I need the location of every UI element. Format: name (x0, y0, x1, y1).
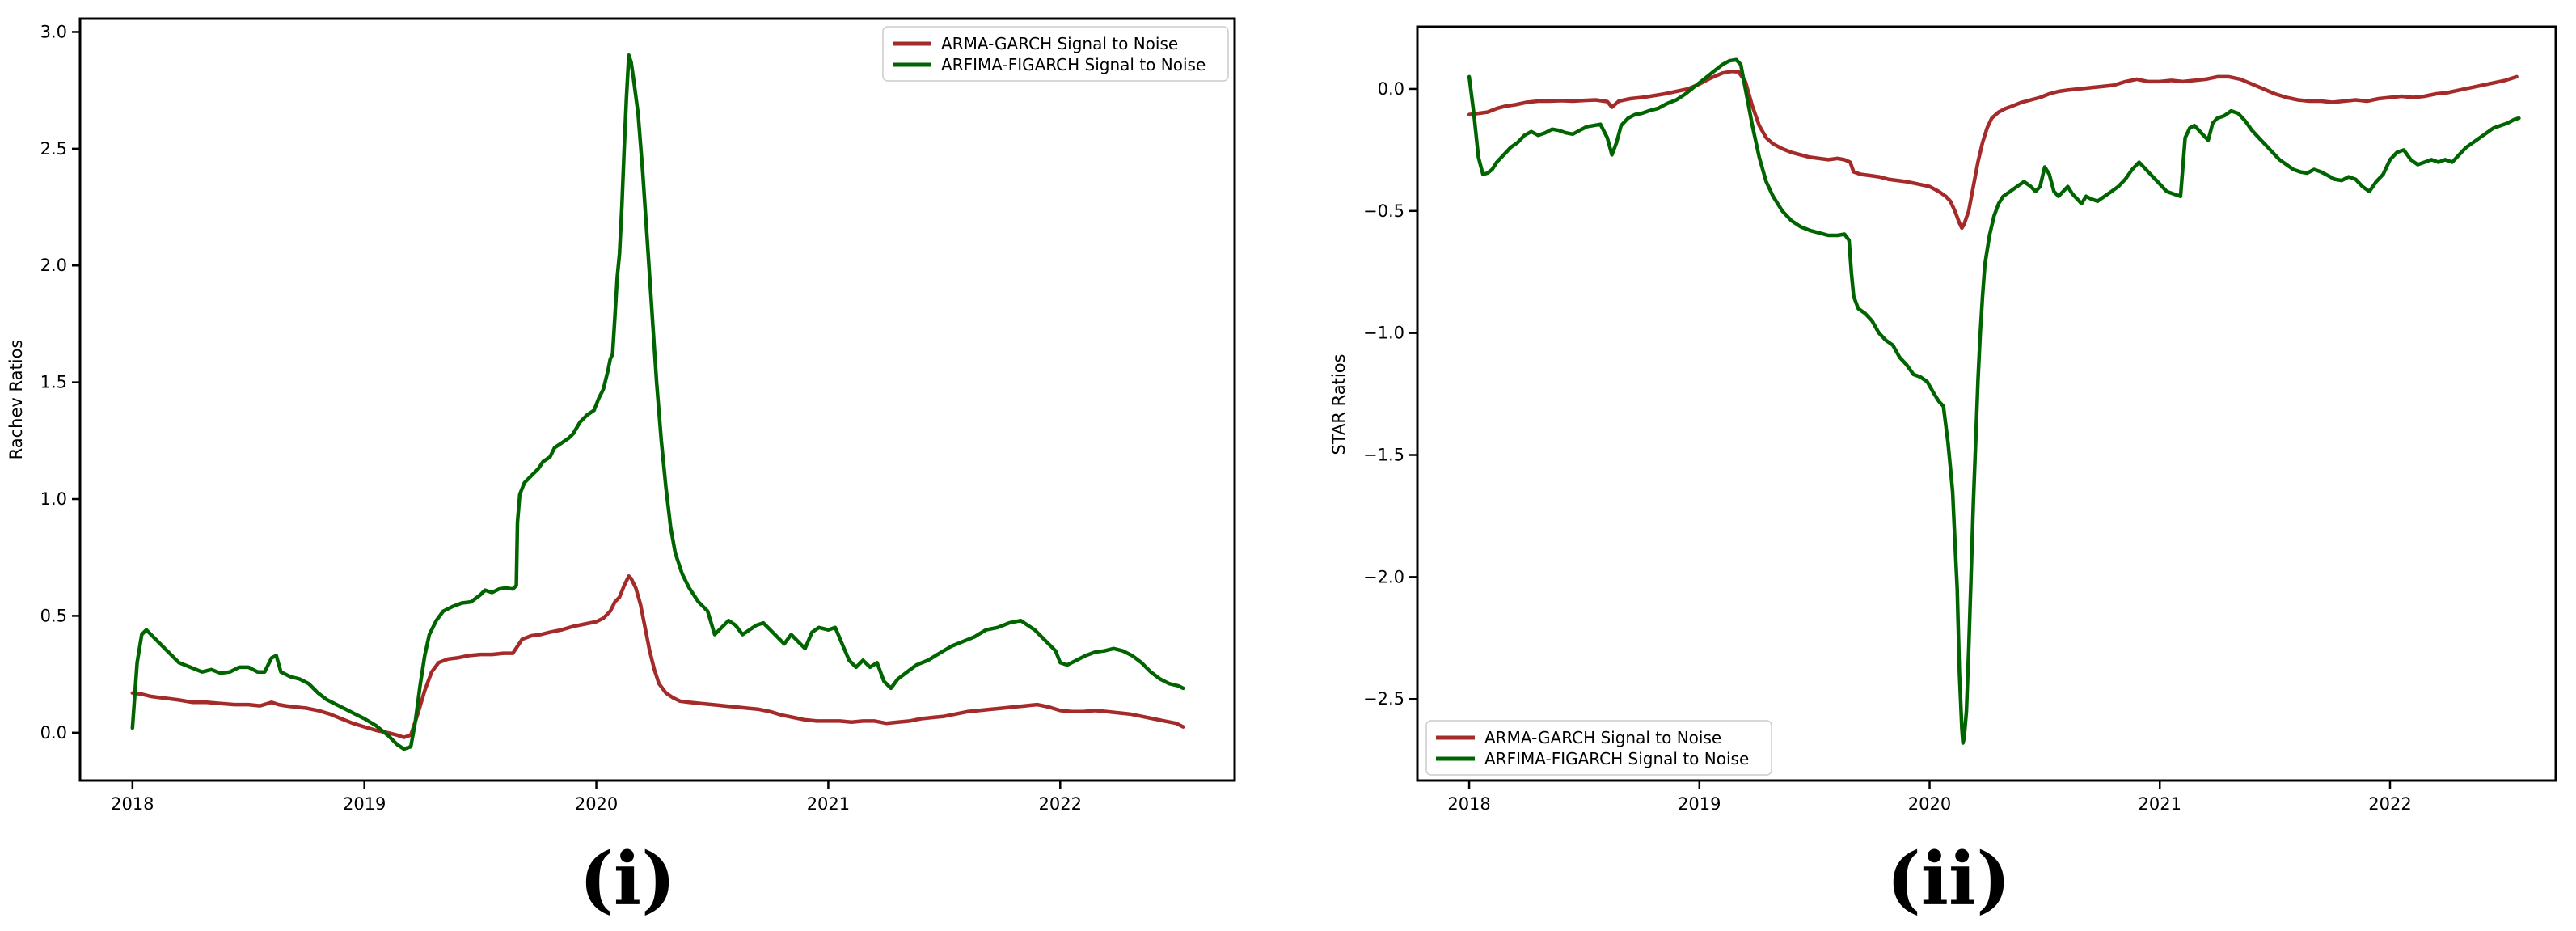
y-tick-label: 2.5 (40, 139, 67, 159)
y-tick-label: −0.5 (1363, 201, 1404, 221)
star-ratios-chart: 2018 2019 2020 2021 2022 0.0 −0.5 −1.0 −1.5 −2.0 −… (1329, 25, 2557, 814)
x-tick-label: 2020 (575, 794, 618, 814)
x-tick-label: 2019 (1678, 794, 1721, 814)
y-axis: 0.0 0.5 1.0 1.5 2.0 2.5 3.0 (40, 22, 80, 743)
legend-label: ARMA-GARCH Signal to Noise (1484, 728, 1721, 747)
x-tick-label: 2019 (343, 794, 386, 814)
y-tick-label: 0.0 (1378, 79, 1404, 99)
y-tick-label: −1.0 (1363, 324, 1404, 343)
legend-box (1425, 720, 1772, 776)
legend: ARMA-GARCH Signal to Noise ARFIMA-FIGARCH… (1425, 720, 1772, 776)
series-line-arma-garch-signal-to-noise (1467, 69, 2519, 231)
x-tick-label: 2022 (2368, 794, 2411, 814)
legend-label: ARFIMA-FIGARCH Signal to Noise (941, 55, 1206, 74)
y-tick-label: −2.5 (1363, 689, 1404, 709)
y-tick-label: −2.0 (1363, 567, 1404, 586)
legend: ARMA-GARCH Signal to Noise ARFIMA-FIGARCH… (882, 26, 1229, 82)
caption-i: (i) (579, 836, 676, 922)
x-tick-label: 2021 (2139, 794, 2181, 814)
series-line-arfima-figarch-signal-to-noise (1467, 57, 2521, 745)
series-line-arma-garch-signal-to-noise (130, 574, 1185, 739)
x-tick-label: 2021 (807, 794, 850, 814)
caption-ii: (ii) (1886, 836, 2011, 922)
y-tick-label: 0.5 (40, 606, 67, 625)
x-axis: 2018 2019 2020 2021 2022 (1447, 781, 2412, 814)
x-axis: 2018 2019 2020 2021 2022 (111, 781, 1082, 814)
y-axis-label: STAR Ratios (1329, 353, 1349, 455)
legend-label: ARMA-GARCH Signal to Noise (941, 34, 1178, 53)
y-tick-label: 3.0 (40, 22, 67, 41)
legend-box (882, 26, 1229, 82)
legend-label: ARFIMA-FIGARCH Signal to Noise (1484, 749, 1749, 768)
x-tick-label: 2018 (1447, 794, 1490, 814)
y-axis-label: Rachev Ratios (6, 340, 26, 460)
y-tick-label: −1.5 (1363, 446, 1404, 465)
plot-border (78, 17, 1236, 782)
plot-border (1416, 25, 2557, 782)
x-tick-label: 2022 (1039, 794, 1082, 814)
x-tick-label: 2020 (1908, 794, 1951, 814)
series-line-arfima-figarch-signal-to-noise (130, 53, 1185, 751)
x-tick-label: 2018 (111, 794, 154, 814)
y-tick-label: 1.5 (40, 373, 67, 392)
rachev-ratios-chart: 2018 2019 2020 2021 2022 0.0 0.5 1.0 1.5 2.0 2.5 3.… (6, 17, 1236, 814)
y-tick-label: 1.0 (40, 489, 67, 509)
y-axis: 0.0 −0.5 −1.0 −1.5 −2.0 −2.5 (1363, 79, 1417, 709)
y-tick-label: 0.0 (40, 723, 67, 743)
y-tick-label: 2.0 (40, 256, 67, 275)
